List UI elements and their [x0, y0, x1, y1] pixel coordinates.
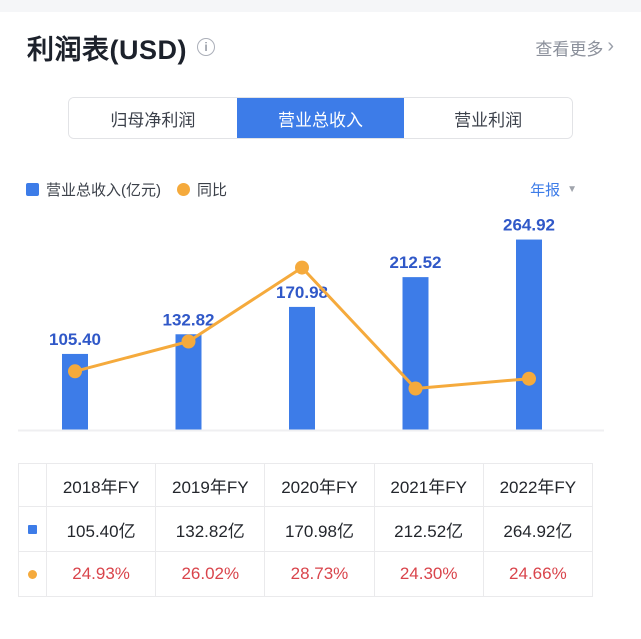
column-header: 2021年FY	[373, 463, 484, 507]
row-legend-cell	[18, 551, 47, 597]
chart-bar-4[interactable]	[402, 277, 429, 430]
yoy-point-3[interactable]	[295, 260, 309, 275]
yoy-point-2[interactable]	[181, 334, 196, 349]
chevron-down-icon: ▼	[567, 183, 577, 195]
yoy-table-row: 24.93% 26.02% 28.73% 24.30% 24.66%	[18, 551, 594, 597]
yoy-cell: 26.02%	[155, 551, 266, 597]
revenue-cell: 212.52亿	[373, 506, 484, 552]
tab-operating-profit[interactable]: 营业利润	[404, 98, 572, 138]
info-icon[interactable]: i	[197, 38, 215, 56]
bar-value-label: 132.82	[163, 310, 215, 329]
yoy-cell: 28.73%	[264, 551, 375, 597]
card-header: 利润表(USD) i 查看更多 ›	[27, 30, 614, 65]
chart-legend: 营业总收入(亿元) 同比 年报 ▼	[26, 178, 577, 200]
tab-net-profit[interactable]: 归母净利润	[69, 98, 237, 138]
table-corner-cell	[18, 463, 47, 507]
column-header: 2018年FY	[45, 463, 157, 507]
column-header: 2019年FY	[155, 463, 266, 507]
column-header: 2020年FY	[264, 463, 375, 507]
line-legend-swatch-icon	[177, 182, 190, 196]
metric-tabs: 归母净利润 营业总收入 营业利润	[68, 97, 573, 139]
line-legend-label: 同比	[197, 181, 228, 199]
yoy-cell: 24.93%	[45, 551, 157, 597]
table-header-row: 2018年FY 2019年FY 2020年FY 2021年FY 2022年FY	[18, 463, 594, 507]
financials-table: 2018年FY 2019年FY 2020年FY 2021年FY 2022年FY …	[18, 463, 594, 597]
column-header: 2022年FY	[482, 463, 594, 507]
bar-value-label: 170.98	[276, 283, 328, 302]
revenue-yoy-chart[interactable]: 105.40 132.82 170.98 212.52 264.92	[0, 200, 641, 445]
period-selector-value: 年报	[530, 181, 561, 199]
bar-value-label: 105.40	[49, 330, 101, 349]
page-title: 利润表(USD)	[27, 34, 187, 65]
bar-legend-label: 营业总收入(亿元)	[46, 181, 161, 199]
view-more-label: 查看更多	[535, 39, 604, 59]
chevron-right-icon: ›	[607, 35, 614, 57]
bar-value-label: 264.92	[503, 216, 555, 235]
view-more-link[interactable]: 查看更多 ›	[535, 35, 614, 60]
chart-bar-2[interactable]	[175, 334, 202, 430]
revenue-cell: 264.92亿	[482, 506, 594, 552]
row-legend-cell	[18, 506, 47, 552]
revenue-cell: 170.98亿	[264, 506, 375, 552]
revenue-table-row: 105.40亿 132.82亿 170.98亿 212.52亿 264.92亿	[18, 506, 594, 552]
bar-legend-swatch-icon	[26, 182, 39, 196]
bar-series-icon	[28, 525, 37, 534]
period-selector[interactable]: 年报 ▼	[530, 179, 577, 200]
tab-total-revenue[interactable]: 营业总收入	[236, 98, 405, 138]
yoy-point-4[interactable]	[408, 381, 423, 396]
yoy-cell: 24.30%	[373, 551, 484, 597]
line-series-icon	[28, 570, 37, 579]
yoy-point-5[interactable]	[522, 371, 536, 386]
yoy-point-1[interactable]	[68, 364, 82, 379]
revenue-cell: 105.40亿	[45, 506, 157, 552]
bar-value-label: 212.52	[390, 253, 442, 272]
chart-bar-5[interactable]	[516, 239, 542, 430]
revenue-cell: 132.82亿	[155, 506, 266, 552]
page-top-edge	[0, 0, 641, 12]
yoy-cell: 24.66%	[482, 551, 594, 597]
chart-bar-3[interactable]	[289, 306, 315, 430]
